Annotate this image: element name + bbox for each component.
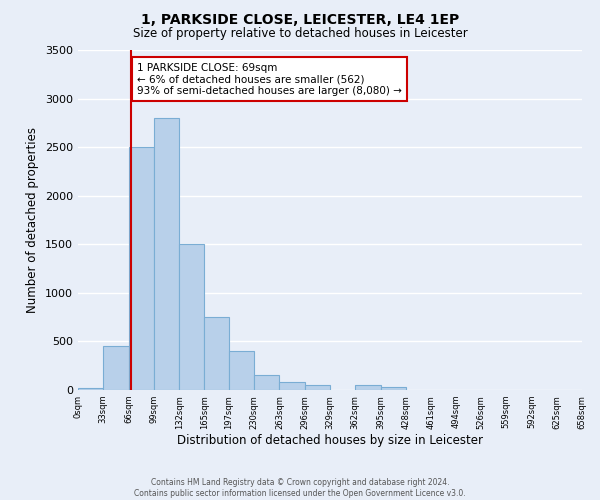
Bar	[78, 388, 103, 390]
Bar	[205, 317, 229, 390]
Bar	[254, 376, 280, 390]
Text: Contains HM Land Registry data © Crown copyright and database right 2024.
Contai: Contains HM Land Registry data © Crown c…	[134, 478, 466, 498]
Bar	[128, 147, 154, 390]
Bar	[103, 346, 128, 390]
Text: Size of property relative to detached houses in Leicester: Size of property relative to detached ho…	[133, 28, 467, 40]
X-axis label: Distribution of detached houses by size in Leicester: Distribution of detached houses by size …	[177, 434, 483, 448]
Text: 1 PARKSIDE CLOSE: 69sqm
← 6% of detached houses are smaller (562)
93% of semi-de: 1 PARKSIDE CLOSE: 69sqm ← 6% of detached…	[137, 62, 402, 96]
Bar	[380, 387, 406, 390]
Bar	[154, 118, 179, 390]
Bar	[280, 382, 305, 390]
Bar	[355, 385, 380, 390]
Bar	[179, 244, 205, 390]
Bar	[229, 351, 254, 390]
Text: 1, PARKSIDE CLOSE, LEICESTER, LE4 1EP: 1, PARKSIDE CLOSE, LEICESTER, LE4 1EP	[141, 12, 459, 26]
Y-axis label: Number of detached properties: Number of detached properties	[26, 127, 40, 313]
Bar	[305, 385, 330, 390]
